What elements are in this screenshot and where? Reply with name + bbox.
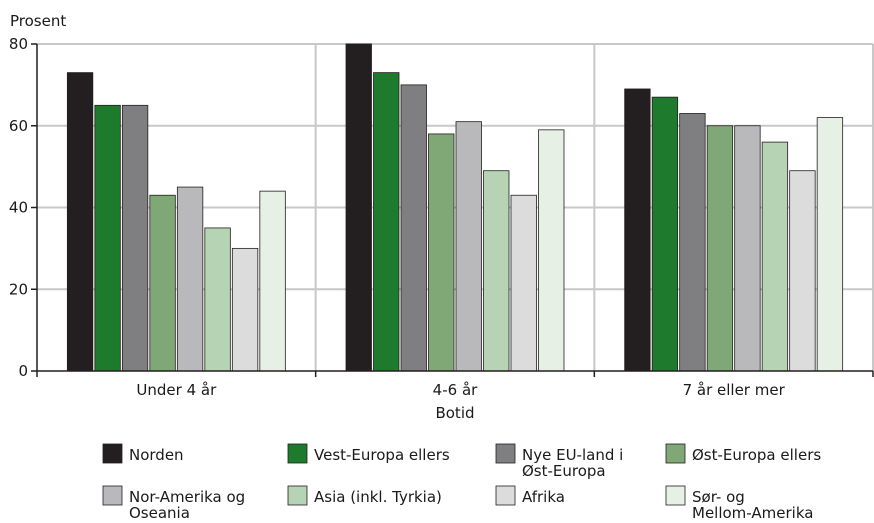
y-tick-label: 40 [9,199,28,217]
bar [624,88,651,372]
bar [66,72,94,372]
bar [400,84,427,372]
y-axis-title: Prosent [10,12,66,30]
bar [455,121,482,372]
bar [121,104,149,372]
legend-swatch [102,485,123,506]
bar [483,170,510,372]
x-tick-label: Under 4 år [136,381,217,399]
legend-label: Sør- og Mellom-Amerika [692,488,813,522]
bar [373,72,400,372]
bar [734,125,761,372]
x-tick-label: 7 år eller mer [683,381,786,399]
bar [259,190,286,372]
bar [428,133,455,372]
bar [679,113,706,372]
y-tick-label: 60 [9,117,28,135]
bar [538,129,565,372]
bar [816,117,844,372]
legend-swatch [287,485,308,506]
bar [510,194,537,372]
legend-swatch [102,443,123,464]
legend-label: Vest-Europa ellers [314,446,450,464]
bar [789,170,816,372]
legend-label: Nye EU-land i Øst-Europa [522,446,623,480]
bar [149,194,176,372]
y-tick-label: 80 [9,35,28,53]
legend-label: Afrika [522,488,565,506]
bar [651,96,679,372]
legend-swatch [495,485,516,506]
legend-swatch [495,443,516,464]
bar [231,247,259,372]
y-tick-label: 0 [18,362,28,380]
bar [176,186,204,372]
legend-label: Øst-Europa ellers [692,446,821,464]
legend-label: Nor-Amerika og Oseania [129,488,245,522]
bar [94,104,121,372]
y-tick-label: 20 [9,280,28,298]
bar [204,227,231,372]
bar [761,141,789,372]
x-axis-title: Botid [435,404,474,422]
legend-swatch [665,443,686,464]
bar [345,43,372,372]
legend-label: Norden [129,446,184,464]
bar [706,125,734,372]
x-tick-label: 4-6 år [433,381,478,399]
legend-swatch [287,443,308,464]
legend-swatch [665,485,686,506]
legend-label: Asia (inkl. Tyrkia) [314,488,442,506]
